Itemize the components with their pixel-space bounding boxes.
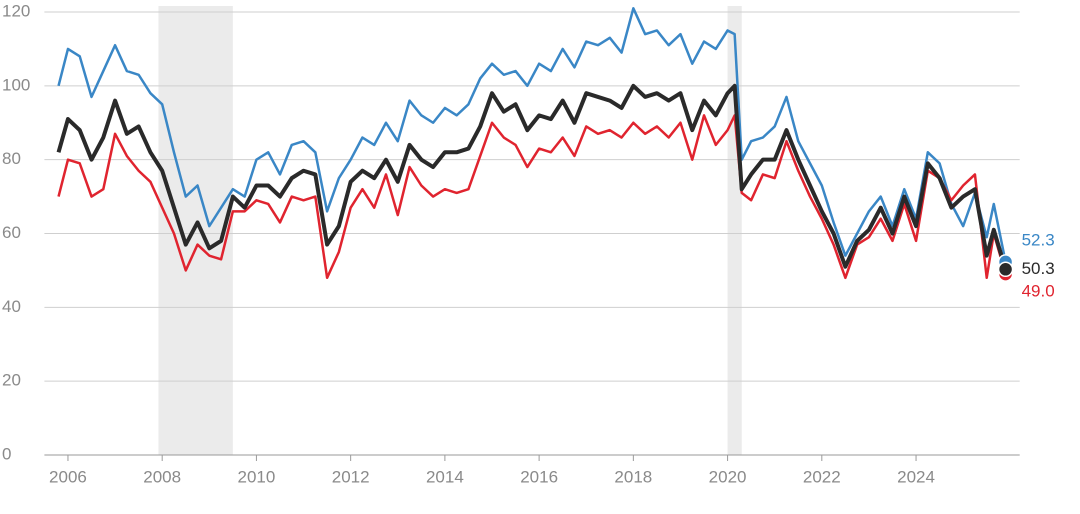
y-tick-label: 80 [2,149,21,168]
x-tick-label: 2018 [614,467,652,486]
x-tick-label: 2012 [332,467,370,486]
series-line [56,83,1008,270]
x-tick-label: 2010 [238,467,276,486]
shaded-period [727,6,742,455]
end-point [997,261,1014,278]
series-line [57,7,1007,263]
end-label: 49.0 [1022,282,1055,301]
y-tick-label: 40 [2,297,21,316]
x-tick-label: 2014 [426,467,464,486]
shaded-period [158,6,233,455]
x-tick-label: 2008 [143,467,181,486]
x-tick-label: 2016 [520,467,558,486]
y-tick-label: 60 [2,223,21,242]
y-tick-label: 0 [2,444,11,463]
x-tick-label: 2006 [49,467,87,486]
end-label: 52.3 [1022,230,1055,249]
y-tick-label: 120 [2,1,30,20]
series-line [57,114,1007,280]
y-tick-label: 20 [2,371,21,390]
x-tick-label: 2022 [803,467,841,486]
y-tick-label: 100 [2,75,30,94]
x-tick-label: 2020 [709,467,747,486]
x-tick-label: 2024 [897,467,935,486]
end-label: 50.3 [1022,259,1055,278]
